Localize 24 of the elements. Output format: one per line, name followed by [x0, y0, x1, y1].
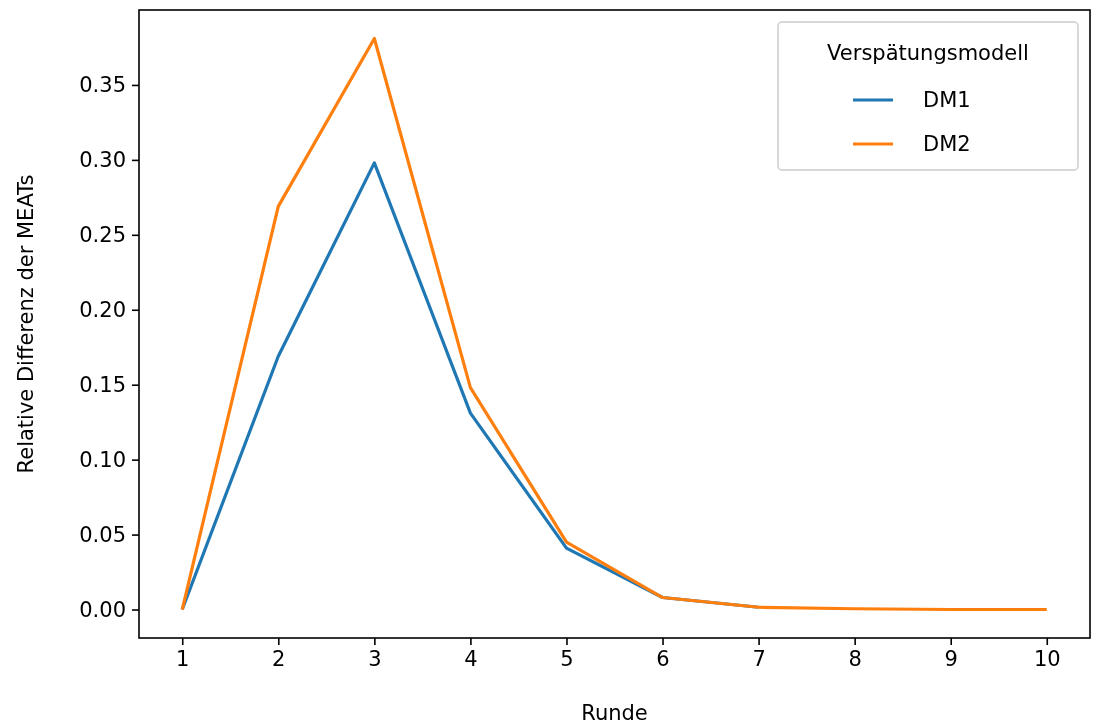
x-tick-label: 2	[272, 646, 286, 671]
x-tick-label: 5	[560, 646, 574, 671]
y-tick-label: 0.30	[79, 148, 126, 173]
y-axis-title: Relative Differenz der MEATs	[14, 174, 38, 474]
x-tick-label: 3	[368, 646, 382, 671]
legend-label: DM1	[923, 88, 971, 112]
x-tick-label: 1	[176, 646, 190, 671]
y-tick-label: 0.05	[79, 522, 126, 547]
legend-title: Verspätungsmodell	[827, 41, 1029, 65]
y-tick-label: 0.00	[79, 597, 126, 622]
x-tick-label: 8	[848, 646, 862, 671]
y-tick-label: 0.25	[79, 223, 126, 248]
y-tick-label: 0.10	[79, 447, 126, 472]
x-tick-label: 7	[752, 646, 766, 671]
y-tick-label: 0.35	[79, 73, 126, 98]
line-series	[180, 36, 1049, 612]
x-tick-label: 9	[944, 646, 958, 671]
x-axis-title: Runde	[581, 701, 648, 725]
x-tick-label: 10	[1033, 646, 1061, 671]
y-tick-label: 0.15	[79, 372, 126, 397]
x-tick-label: 6	[656, 646, 670, 671]
y-tick-label: 0.20	[79, 297, 126, 322]
legend-label: DM2	[923, 132, 971, 156]
x-tick-label: 4	[464, 646, 478, 671]
